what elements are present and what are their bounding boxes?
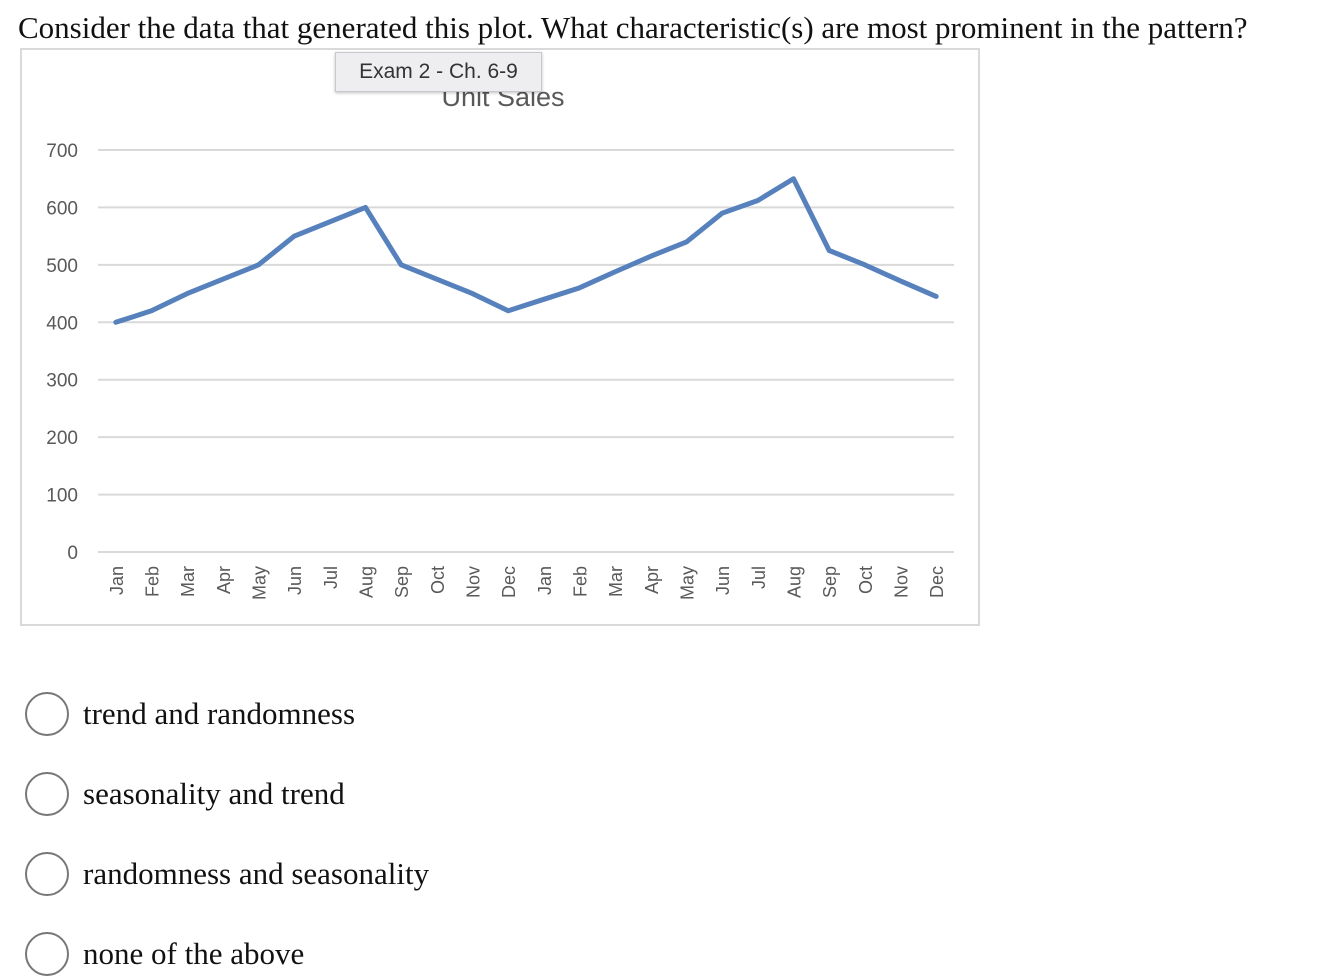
x-tick-label: May [250, 566, 270, 600]
radio-button[interactable] [25, 692, 69, 736]
y-tick-label: 300 [46, 371, 78, 392]
x-tick-label: Jul [749, 566, 769, 589]
x-tick-label: Jun [713, 566, 733, 595]
x-tick-label: Aug [785, 566, 805, 598]
option-label: seasonality and trend [83, 776, 345, 811]
y-tick-label: 600 [46, 198, 78, 219]
x-tick-label: Oct [428, 566, 448, 594]
x-tick-label: Feb [143, 566, 163, 597]
x-tick-label: Mar [606, 566, 626, 597]
x-tick-label: Nov [892, 566, 912, 598]
x-tick-label: Dec [927, 566, 947, 598]
radio-button[interactable] [25, 852, 69, 896]
x-tick-label: Apr [214, 566, 234, 594]
x-tick-label: Sep [392, 566, 412, 598]
y-tick-label: 400 [46, 313, 78, 334]
x-tick-label: Jan [107, 566, 127, 595]
x-tick-label: Nov [464, 566, 484, 598]
x-tick-label: Jan [535, 566, 555, 595]
y-tick-label: 0 [67, 543, 78, 564]
x-tick-label: May [678, 566, 698, 600]
x-tick-label: Mar [178, 566, 198, 597]
y-tick-label: 100 [46, 486, 78, 507]
option-label: trend and randomness [83, 696, 356, 731]
x-tick-label: Jul [321, 566, 341, 589]
x-tick-label: Jun [285, 566, 305, 595]
series-line [113, 176, 939, 325]
x-tick-label: Dec [499, 566, 519, 598]
x-tick-label: Sep [820, 566, 840, 598]
option-3[interactable]: randomness and seasonality [25, 852, 429, 896]
option-label: randomness and seasonality [83, 856, 430, 891]
x-tick-label: Apr [642, 566, 662, 594]
y-tick-label: 500 [46, 256, 78, 277]
x-tick-label: Aug [357, 566, 377, 598]
question-text: Consider the data that generated this pl… [18, 10, 1248, 45]
y-tick-label: 200 [46, 428, 78, 449]
x-tick-label: Oct [856, 566, 876, 594]
radio-button[interactable] [25, 772, 69, 816]
option-2[interactable]: seasonality and trend [25, 772, 345, 816]
chart-container: Unit Sales 0 100 200 300 400 500 600 700 Jan Feb M… [20, 48, 980, 626]
x-tick-label: Feb [571, 566, 591, 597]
option-label: none of the above [83, 936, 305, 971]
option-4[interactable]: none of the above [25, 932, 304, 976]
y-tick-label: 700 [46, 141, 78, 162]
radio-button[interactable] [25, 932, 69, 976]
tooltip: Exam 2 - Ch. 6-9 [335, 52, 542, 92]
option-1[interactable]: trend and randomness [25, 692, 355, 736]
